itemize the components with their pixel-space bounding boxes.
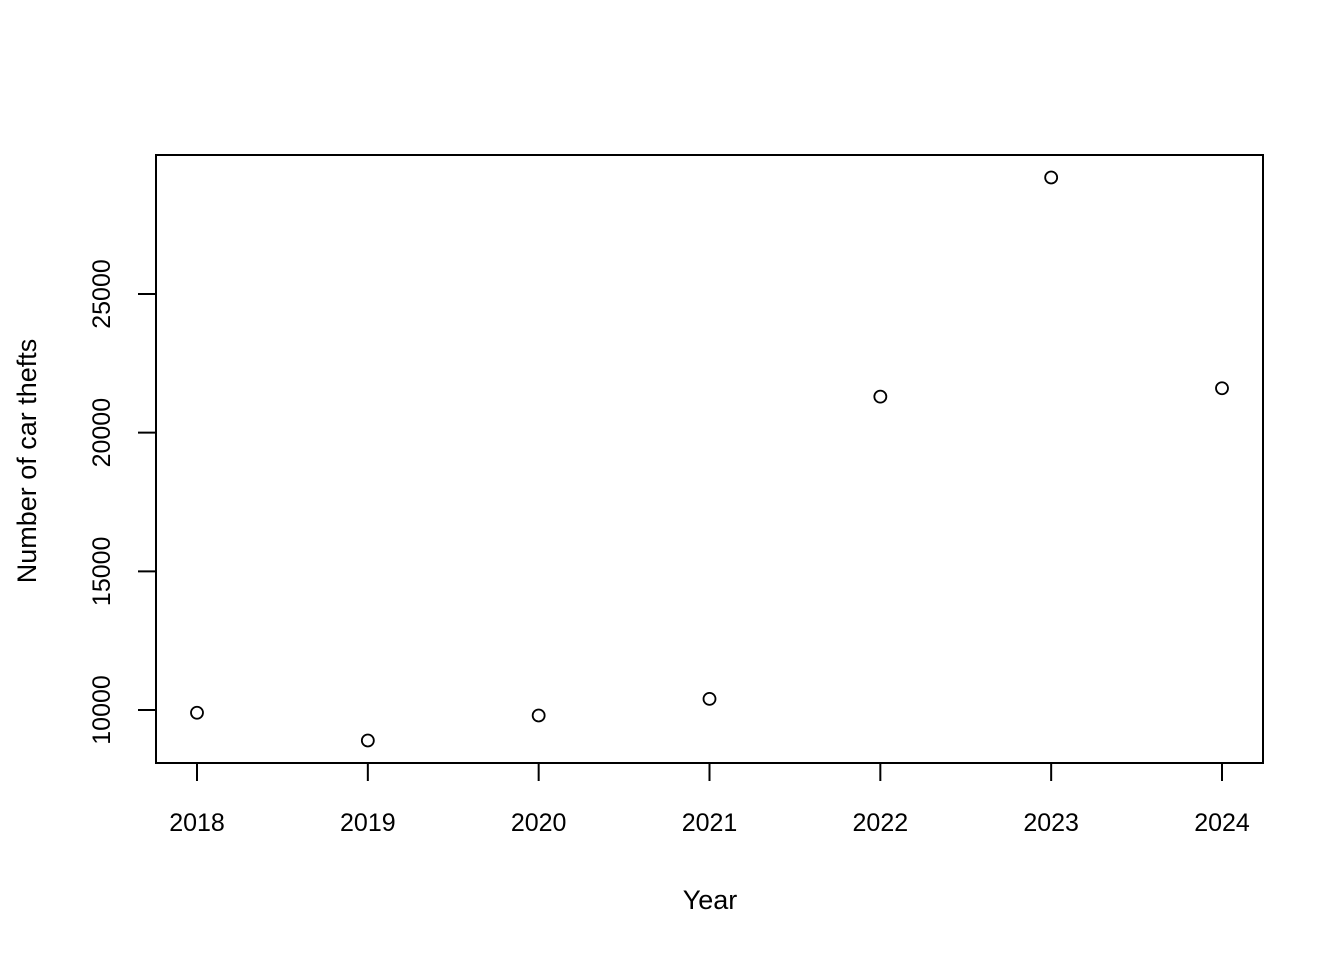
x-axis-tick-label: 2024 [1194, 809, 1250, 837]
x-axis-tick-label: 2019 [340, 809, 396, 837]
x-axis-title: Year [683, 885, 738, 915]
data-point [873, 389, 888, 404]
plot-area: 2018 2019 2020 2021 2022 2023 2024 10000 15000 20… [88, 154, 1264, 837]
data-point [1044, 170, 1059, 185]
plot-box [155, 154, 1264, 764]
data-point [702, 691, 717, 706]
y-axis-tick-label: 20000 [88, 398, 116, 468]
y-axis-tick-label: 25000 [88, 259, 116, 329]
data-point [1215, 381, 1229, 396]
y-axis-tick-label: 15000 [88, 537, 116, 607]
data-point [360, 733, 375, 748]
y-axis-tick-label: 10000 [88, 675, 116, 745]
x-axis-tick-label: 2021 [682, 809, 738, 837]
x-axis-tick-label: 2023 [1023, 809, 1079, 837]
data-point [190, 705, 204, 720]
x-axis-tick-label: 2018 [169, 809, 225, 837]
x-axis-tick-label: 2022 [853, 809, 909, 837]
y-axis-title: Number of car thefts [12, 339, 42, 584]
x-axis-tick-label: 2020 [511, 809, 567, 837]
data-point [531, 708, 546, 723]
